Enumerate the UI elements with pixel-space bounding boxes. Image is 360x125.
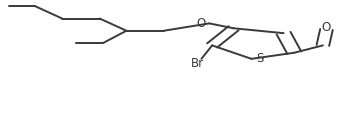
Text: Br: Br: [191, 57, 204, 70]
Text: O: O: [322, 20, 331, 34]
Text: O: O: [197, 17, 206, 30]
Text: S: S: [257, 52, 264, 65]
